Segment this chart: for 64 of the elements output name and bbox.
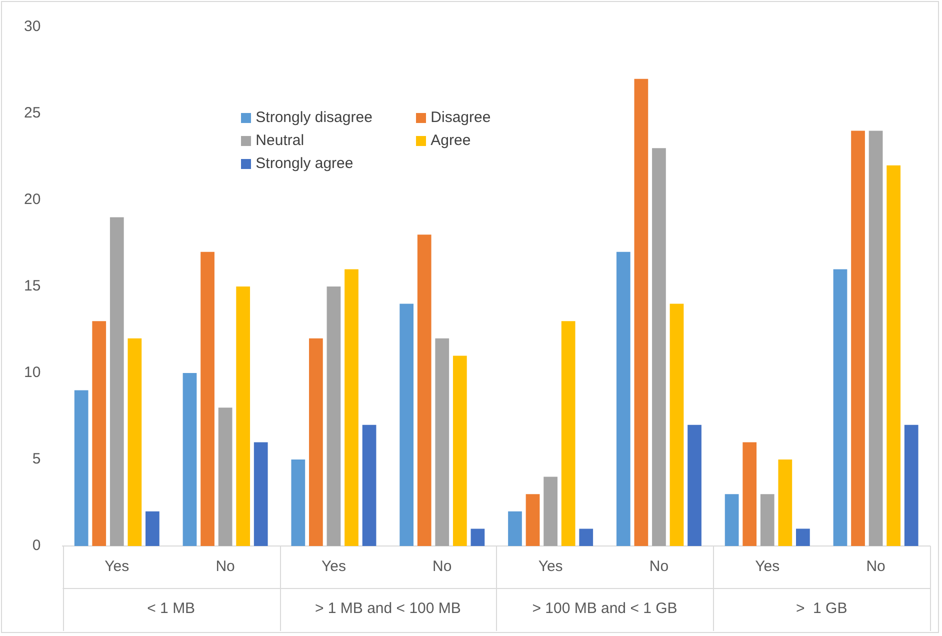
bar: [182, 373, 197, 546]
bar: [309, 338, 323, 546]
bar: [291, 460, 306, 546]
text: > 1 GB: [796, 600, 848, 618]
bar: [724, 494, 739, 546]
bar: [742, 442, 757, 546]
x-tick-label: Yes: [104, 558, 130, 576]
bar: [886, 165, 901, 546]
bar: [254, 442, 268, 546]
bar: [851, 130, 865, 546]
bar: [218, 408, 232, 546]
y-tick-label: 20: [24, 191, 41, 208]
text: < 1 MB: [147, 600, 196, 618]
bar: [400, 304, 414, 546]
y-tick-label: 30: [24, 18, 41, 36]
legend-label: Strongly agree: [254, 155, 354, 172]
bar: [760, 494, 774, 546]
y-tick-label: 15: [24, 278, 41, 295]
bar: [435, 338, 450, 546]
y-tick-label: 10: [24, 364, 41, 382]
bar: [452, 356, 467, 546]
bar: [561, 321, 576, 546]
text: > 1 MB and < 100 MB: [314, 600, 461, 618]
bar: [688, 424, 702, 546]
bar: [417, 234, 432, 546]
bar: [778, 460, 792, 546]
x-tick-label: No: [432, 558, 452, 576]
bar: [579, 528, 594, 546]
legend-label: Disagree: [430, 109, 492, 126]
bar: [634, 78, 648, 546]
bar: [868, 130, 883, 546]
bar: [236, 286, 250, 546]
bar: [526, 494, 540, 546]
x-tick-label: No: [216, 558, 235, 576]
bar: [344, 269, 358, 546]
x-tick-label: Yes: [321, 558, 346, 576]
y-tick-label: 25: [24, 104, 41, 122]
bar: [110, 217, 124, 546]
x-tick-label: Yes: [538, 558, 563, 576]
bar: [616, 252, 630, 546]
bar: [904, 424, 918, 546]
bar: [508, 511, 522, 546]
legend-label: Neutral: [254, 132, 306, 149]
x-tick-label: Yes: [755, 558, 780, 576]
y-tick-label: 0: [32, 537, 41, 554]
text: > 100 MB and < 1 GB: [532, 600, 678, 618]
bar: [833, 269, 848, 546]
bar: [652, 148, 666, 546]
bar: [128, 338, 142, 546]
legend-label: Agree: [430, 132, 472, 149]
y-tick-label: 5: [32, 450, 41, 468]
x-tick-label: No: [649, 558, 669, 576]
legend-label: Strongly disagree: [254, 109, 374, 126]
x-tick-label: No: [866, 558, 886, 576]
bar: [796, 528, 810, 546]
bar: [74, 390, 88, 546]
bar: [362, 424, 376, 546]
bar: [470, 528, 485, 546]
bar: [326, 286, 341, 546]
bar: [670, 304, 684, 546]
bar: [200, 252, 214, 546]
bar: [146, 511, 160, 546]
bar: [92, 321, 106, 546]
bar: [544, 476, 558, 546]
